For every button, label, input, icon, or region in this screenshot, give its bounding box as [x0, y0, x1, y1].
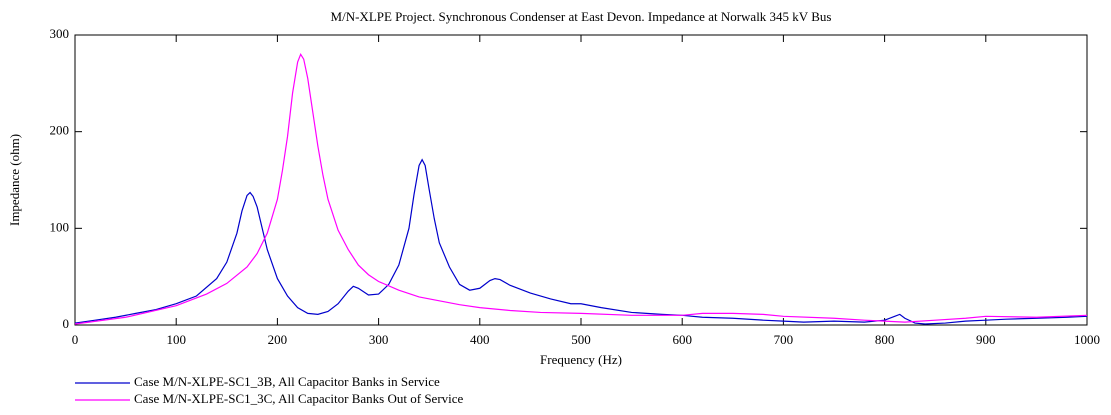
- x-tick-label: 1000: [1074, 332, 1100, 347]
- x-tick-label: 600: [672, 332, 692, 347]
- chart-title: M/N-XLPE Project. Synchronous Condenser …: [331, 9, 832, 24]
- x-tick-label: 900: [976, 332, 996, 347]
- y-tick-label: 300: [50, 26, 70, 41]
- legend-label: Case M/N-XLPE-SC1_3C, All Capacitor Bank…: [134, 391, 464, 406]
- series-line: [74, 158, 1088, 325]
- x-tick-label: 800: [875, 332, 895, 347]
- x-tick-label: 300: [369, 332, 389, 347]
- y-tick-label: 0: [63, 316, 70, 331]
- plot-frame: [74, 34, 1088, 326]
- series-line: [74, 53, 1088, 325]
- x-tick-label: 500: [571, 332, 591, 347]
- x-tick-label: 400: [470, 332, 490, 347]
- x-tick-label: 100: [166, 332, 186, 347]
- y-tick-label: 100: [50, 219, 70, 234]
- x-axis-label: Frequency (Hz): [540, 352, 622, 367]
- x-tick-label: 200: [268, 332, 288, 347]
- y-axis-label: Impedance (ohm): [7, 134, 22, 226]
- x-tick-label: 0: [72, 332, 79, 347]
- legend-label: Case M/N-XLPE-SC1_3B, All Capacitor Bank…: [134, 374, 440, 389]
- x-tick-label: 700: [774, 332, 794, 347]
- y-tick-label: 200: [50, 123, 70, 138]
